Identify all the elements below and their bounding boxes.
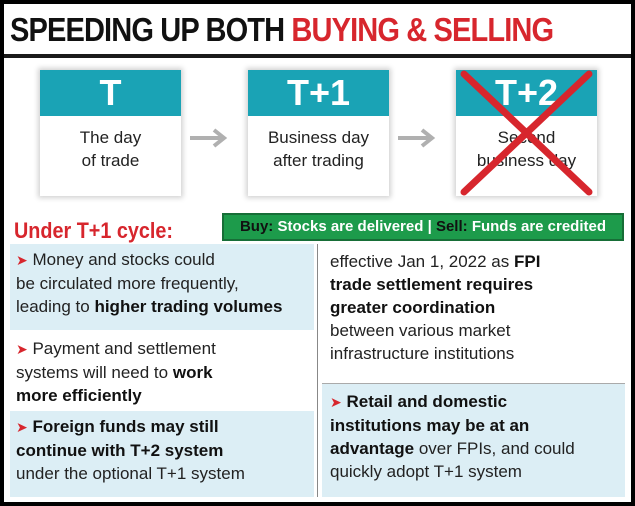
point-text: Money and stocks could — [32, 250, 215, 269]
cross-out-icon — [460, 70, 593, 196]
timeline-desc-line2: of trade — [81, 151, 140, 170]
point-emphasis: trade settlement requires — [330, 275, 534, 294]
buy-text: Stocks are delivered — [277, 218, 424, 235]
arrow-right-icon — [398, 128, 436, 148]
point-text: be circulated more frequently, — [16, 274, 239, 293]
point-emphasis: more efficiently — [16, 386, 142, 405]
column-divider — [317, 244, 318, 497]
timeline-box-t1: T+1 Business day after trading — [248, 70, 389, 196]
timeline-desc-line1: Business day — [267, 128, 370, 147]
sell-key: Sell: — [435, 218, 468, 235]
arrow-right-icon — [190, 128, 228, 148]
point-text: under the optional T+1 system — [16, 464, 245, 483]
point-text: effective Jan 1, 2022 as — [330, 252, 514, 271]
headline-part1: SPEEDING UP BOTH — [10, 11, 285, 48]
timeline-desc-line2: after trading — [273, 151, 364, 170]
row-divider — [322, 383, 625, 384]
point-retail-domestic: ➤ Retail and domestic institutions may b… — [322, 384, 625, 497]
buy-key: Buy: — [239, 218, 274, 235]
triangle-bullet-icon: ➤ — [330, 394, 342, 410]
cycle-heading: Under T+1 cycle: — [14, 218, 174, 243]
triangle-bullet-icon: ➤ — [16, 252, 28, 268]
point-emphasis: institutions may be at an — [330, 416, 530, 435]
point-text: between various market — [330, 321, 511, 340]
triangle-bullet-icon: ➤ — [16, 341, 28, 357]
point-emphasis: advantage — [330, 439, 415, 458]
point-text: infrastructure institutions — [330, 344, 515, 363]
headline-part2: BUYING & SELLING — [291, 11, 554, 48]
point-emphasis: Retail and domestic — [346, 392, 508, 411]
point-emphasis: work — [172, 363, 213, 382]
point-text: leading to — [16, 297, 95, 316]
point-emphasis: higher trading volumes — [94, 297, 283, 316]
timeline-label: T+1 — [248, 70, 389, 116]
headline: SPEEDING UP BOTH BUYING & SELLING — [10, 8, 554, 52]
sell-text: Funds are credited — [471, 218, 607, 235]
settlement-bar: Buy: Stocks are delivered | Sell: Funds … — [222, 213, 624, 241]
point-text: Payment and settlement — [32, 339, 216, 358]
point-emphasis: Foreign funds may still — [32, 417, 219, 436]
point-fpi-settlement: effective Jan 1, 2022 as FPI trade settl… — [322, 246, 625, 382]
point-foreign-funds: ➤ Foreign funds may still continue with … — [10, 411, 314, 497]
point-text: systems will need to — [16, 363, 173, 382]
timeline-desc-line1: The day — [79, 128, 142, 147]
point-emphasis: continue with T+2 system — [16, 441, 224, 460]
point-money-stocks: ➤ Money and stocks could be circulated m… — [10, 244, 314, 330]
triangle-bullet-icon: ➤ — [16, 419, 28, 435]
timeline-label: T — [40, 70, 181, 116]
headline-rule — [4, 54, 631, 58]
point-emphasis: greater coordination — [330, 298, 496, 317]
timeline-box-t: T The day of trade — [40, 70, 181, 196]
infographic: SPEEDING UP BOTH BUYING & SELLING T The … — [4, 4, 631, 502]
point-text: quickly adopt T+1 system — [330, 462, 522, 481]
separator: | — [427, 218, 432, 235]
point-payment-settlement: ➤ Payment and settlement systems will ne… — [10, 333, 314, 408]
point-emphasis: FPI — [513, 252, 541, 271]
point-text: over FPIs, and could — [414, 439, 575, 458]
